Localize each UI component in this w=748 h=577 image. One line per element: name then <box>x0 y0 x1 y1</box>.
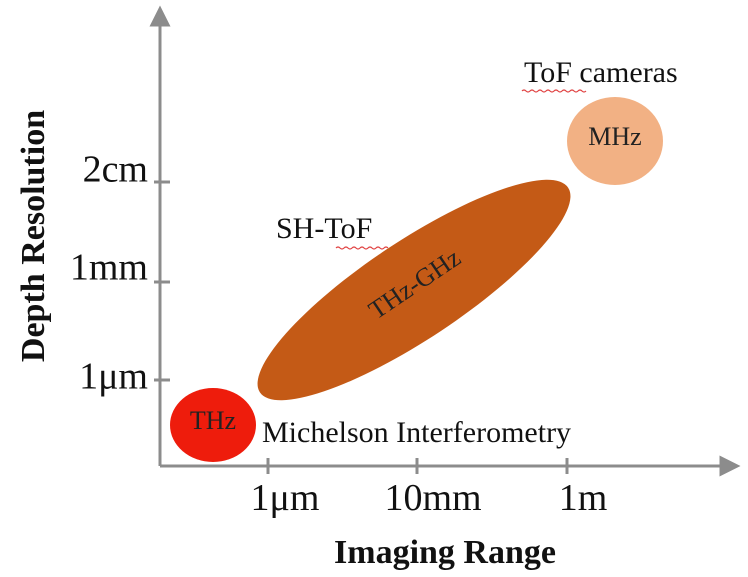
mhz-region-label: MHz <box>588 122 641 151</box>
y-tick-label-1um: 1μm <box>79 356 148 398</box>
mhz-region <box>567 97 663 185</box>
x-axis-title: Imaging Range <box>334 534 556 571</box>
michelson-interferometry-label: Michelson Interferometry <box>262 416 571 449</box>
tof-cameras-label: ToF cameras <box>524 56 678 89</box>
x-tick-label-1um: 1μm <box>251 477 320 519</box>
x-tick-label-1m: 1m <box>559 477 608 519</box>
thz-region <box>170 388 256 462</box>
thz-ghz-region <box>257 179 571 401</box>
y-tick-label-1mm: 1mm <box>70 247 148 289</box>
y-tick-label-2cm: 2cm <box>83 149 148 191</box>
spellcheck-squiggle <box>521 89 587 93</box>
sh-tof-label: SH-ToF <box>276 212 372 245</box>
y-axis-title: Depth Resolution <box>15 110 52 362</box>
spellcheck-squiggle <box>335 246 389 250</box>
thz-region-label: THz <box>190 406 236 435</box>
x-tick-label-10mm: 10mm <box>384 477 481 519</box>
